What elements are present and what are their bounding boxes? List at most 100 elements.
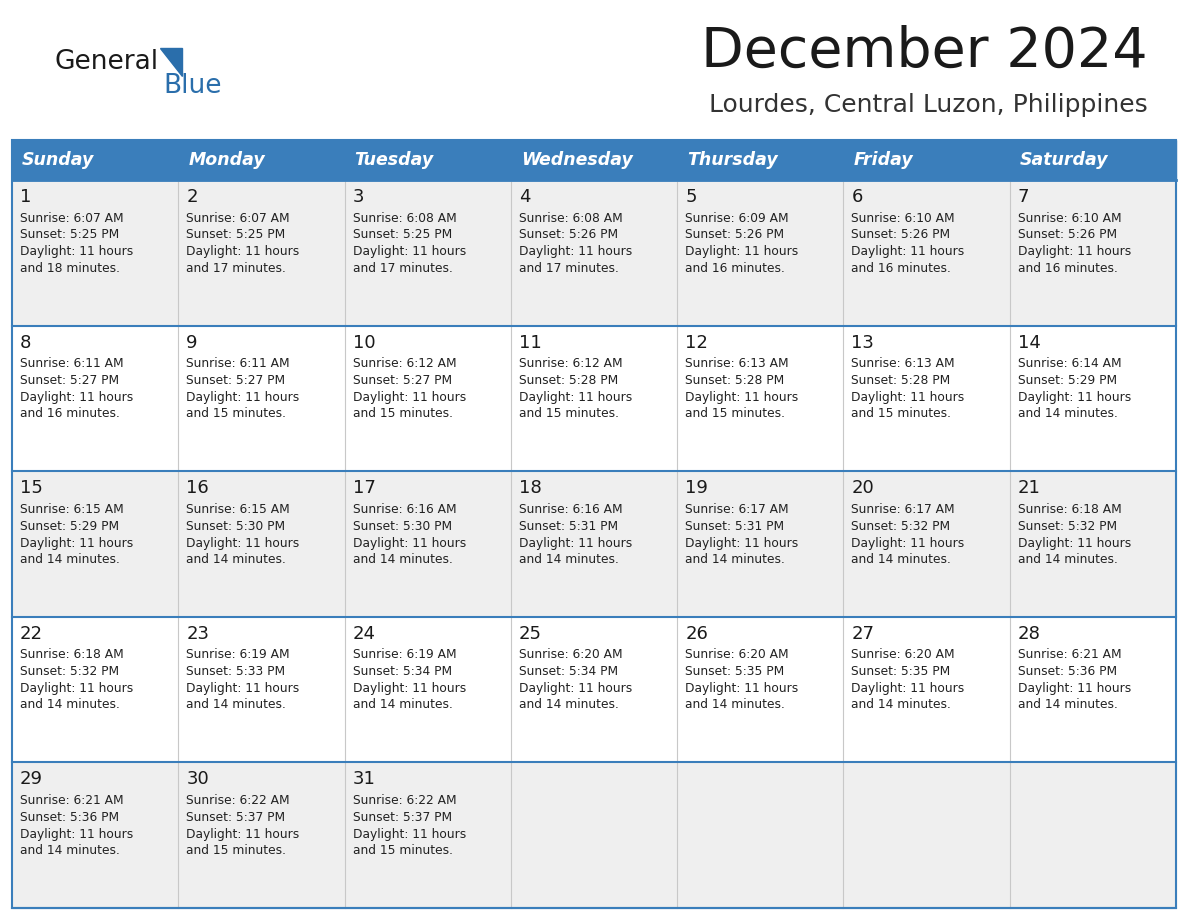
Text: Sunrise: 6:09 AM: Sunrise: 6:09 AM bbox=[685, 211, 789, 225]
Text: Sunset: 5:30 PM: Sunset: 5:30 PM bbox=[187, 520, 285, 532]
Text: and 14 minutes.: and 14 minutes. bbox=[852, 553, 952, 565]
Text: Daylight: 11 hours: Daylight: 11 hours bbox=[852, 682, 965, 695]
Text: 23: 23 bbox=[187, 625, 209, 643]
Text: Sunrise: 6:08 AM: Sunrise: 6:08 AM bbox=[519, 211, 623, 225]
Text: Sunset: 5:28 PM: Sunset: 5:28 PM bbox=[852, 375, 950, 387]
Text: Daylight: 11 hours: Daylight: 11 hours bbox=[852, 245, 965, 259]
Text: Sunset: 5:31 PM: Sunset: 5:31 PM bbox=[685, 520, 784, 532]
Text: and 14 minutes.: and 14 minutes. bbox=[353, 699, 453, 711]
Text: and 17 minutes.: and 17 minutes. bbox=[187, 262, 286, 274]
Text: Sunset: 5:26 PM: Sunset: 5:26 PM bbox=[685, 229, 784, 241]
Text: Daylight: 11 hours: Daylight: 11 hours bbox=[353, 828, 466, 841]
Text: and 17 minutes.: and 17 minutes. bbox=[519, 262, 619, 274]
Text: Sunset: 5:37 PM: Sunset: 5:37 PM bbox=[187, 811, 285, 823]
Text: 3: 3 bbox=[353, 188, 364, 206]
Text: 16: 16 bbox=[187, 479, 209, 498]
Text: Sunset: 5:25 PM: Sunset: 5:25 PM bbox=[187, 229, 285, 241]
Text: Daylight: 11 hours: Daylight: 11 hours bbox=[20, 245, 133, 259]
Text: and 15 minutes.: and 15 minutes. bbox=[187, 407, 286, 420]
Text: 5: 5 bbox=[685, 188, 696, 206]
Bar bbox=[12, 140, 1176, 180]
Text: 15: 15 bbox=[20, 479, 43, 498]
Text: 25: 25 bbox=[519, 625, 542, 643]
Text: 12: 12 bbox=[685, 333, 708, 352]
Text: Sunrise: 6:13 AM: Sunrise: 6:13 AM bbox=[852, 357, 955, 370]
Text: Sunrise: 6:21 AM: Sunrise: 6:21 AM bbox=[20, 794, 124, 807]
Text: Sunset: 5:32 PM: Sunset: 5:32 PM bbox=[852, 520, 950, 532]
Text: Sunrise: 6:16 AM: Sunrise: 6:16 AM bbox=[353, 503, 456, 516]
Text: Saturday: Saturday bbox=[1019, 151, 1108, 169]
Bar bbox=[12, 471, 1176, 617]
Text: Sunday: Sunday bbox=[23, 151, 94, 169]
Text: Daylight: 11 hours: Daylight: 11 hours bbox=[852, 537, 965, 550]
Text: Sunset: 5:29 PM: Sunset: 5:29 PM bbox=[20, 520, 119, 532]
Text: and 15 minutes.: and 15 minutes. bbox=[353, 407, 453, 420]
Text: Tuesday: Tuesday bbox=[354, 151, 434, 169]
Text: and 14 minutes.: and 14 minutes. bbox=[187, 699, 286, 711]
Text: Daylight: 11 hours: Daylight: 11 hours bbox=[685, 537, 798, 550]
Text: Sunset: 5:34 PM: Sunset: 5:34 PM bbox=[353, 666, 451, 678]
Text: December 2024: December 2024 bbox=[701, 25, 1148, 79]
Text: Daylight: 11 hours: Daylight: 11 hours bbox=[20, 391, 133, 404]
Text: Monday: Monday bbox=[188, 151, 265, 169]
Text: General: General bbox=[55, 49, 159, 75]
Text: Daylight: 11 hours: Daylight: 11 hours bbox=[187, 537, 299, 550]
Text: Sunrise: 6:11 AM: Sunrise: 6:11 AM bbox=[187, 357, 290, 370]
Text: 18: 18 bbox=[519, 479, 542, 498]
Text: and 16 minutes.: and 16 minutes. bbox=[1018, 262, 1118, 274]
Text: Daylight: 11 hours: Daylight: 11 hours bbox=[20, 682, 133, 695]
Text: 9: 9 bbox=[187, 333, 197, 352]
Polygon shape bbox=[160, 48, 182, 76]
Text: Sunrise: 6:21 AM: Sunrise: 6:21 AM bbox=[1018, 648, 1121, 661]
Text: Daylight: 11 hours: Daylight: 11 hours bbox=[685, 245, 798, 259]
Text: Daylight: 11 hours: Daylight: 11 hours bbox=[519, 245, 632, 259]
Text: Sunrise: 6:08 AM: Sunrise: 6:08 AM bbox=[353, 211, 456, 225]
Text: 4: 4 bbox=[519, 188, 530, 206]
Text: Sunset: 5:27 PM: Sunset: 5:27 PM bbox=[20, 375, 119, 387]
Text: Sunset: 5:35 PM: Sunset: 5:35 PM bbox=[685, 666, 784, 678]
Text: Lourdes, Central Luzon, Philippines: Lourdes, Central Luzon, Philippines bbox=[709, 93, 1148, 117]
Text: 20: 20 bbox=[852, 479, 874, 498]
Text: Sunset: 5:25 PM: Sunset: 5:25 PM bbox=[353, 229, 451, 241]
Text: and 15 minutes.: and 15 minutes. bbox=[685, 407, 785, 420]
Text: Sunset: 5:26 PM: Sunset: 5:26 PM bbox=[852, 229, 950, 241]
Text: Wednesday: Wednesday bbox=[520, 151, 633, 169]
Text: 29: 29 bbox=[20, 770, 43, 789]
Text: Sunrise: 6:14 AM: Sunrise: 6:14 AM bbox=[1018, 357, 1121, 370]
Text: 21: 21 bbox=[1018, 479, 1041, 498]
Text: Thursday: Thursday bbox=[687, 151, 778, 169]
Text: Sunrise: 6:10 AM: Sunrise: 6:10 AM bbox=[852, 211, 955, 225]
Text: and 14 minutes.: and 14 minutes. bbox=[519, 553, 619, 565]
Text: Sunrise: 6:11 AM: Sunrise: 6:11 AM bbox=[20, 357, 124, 370]
Text: Sunrise: 6:17 AM: Sunrise: 6:17 AM bbox=[685, 503, 789, 516]
Text: and 16 minutes.: and 16 minutes. bbox=[852, 262, 952, 274]
Text: Sunset: 5:28 PM: Sunset: 5:28 PM bbox=[685, 375, 784, 387]
Text: Sunrise: 6:22 AM: Sunrise: 6:22 AM bbox=[353, 794, 456, 807]
Text: 2: 2 bbox=[187, 188, 197, 206]
Text: Sunset: 5:31 PM: Sunset: 5:31 PM bbox=[519, 520, 618, 532]
Text: Sunrise: 6:20 AM: Sunrise: 6:20 AM bbox=[685, 648, 789, 661]
Text: 26: 26 bbox=[685, 625, 708, 643]
Text: and 14 minutes.: and 14 minutes. bbox=[187, 553, 286, 565]
Text: and 17 minutes.: and 17 minutes. bbox=[353, 262, 453, 274]
Text: Sunset: 5:33 PM: Sunset: 5:33 PM bbox=[187, 666, 285, 678]
Text: 10: 10 bbox=[353, 333, 375, 352]
Text: Sunset: 5:25 PM: Sunset: 5:25 PM bbox=[20, 229, 119, 241]
Text: 11: 11 bbox=[519, 333, 542, 352]
Text: Sunrise: 6:22 AM: Sunrise: 6:22 AM bbox=[187, 794, 290, 807]
Text: Sunset: 5:28 PM: Sunset: 5:28 PM bbox=[519, 375, 618, 387]
Text: Daylight: 11 hours: Daylight: 11 hours bbox=[187, 245, 299, 259]
Text: Blue: Blue bbox=[163, 73, 221, 99]
Text: Sunrise: 6:20 AM: Sunrise: 6:20 AM bbox=[519, 648, 623, 661]
Text: 28: 28 bbox=[1018, 625, 1041, 643]
Text: and 15 minutes.: and 15 minutes. bbox=[852, 407, 952, 420]
Text: and 14 minutes.: and 14 minutes. bbox=[1018, 699, 1118, 711]
Text: and 14 minutes.: and 14 minutes. bbox=[1018, 553, 1118, 565]
Text: Sunrise: 6:13 AM: Sunrise: 6:13 AM bbox=[685, 357, 789, 370]
Text: Sunset: 5:29 PM: Sunset: 5:29 PM bbox=[1018, 375, 1117, 387]
Text: Sunrise: 6:18 AM: Sunrise: 6:18 AM bbox=[1018, 503, 1121, 516]
Text: Sunset: 5:36 PM: Sunset: 5:36 PM bbox=[20, 811, 119, 823]
Text: Daylight: 11 hours: Daylight: 11 hours bbox=[685, 682, 798, 695]
Text: Sunset: 5:30 PM: Sunset: 5:30 PM bbox=[353, 520, 451, 532]
Text: and 16 minutes.: and 16 minutes. bbox=[685, 262, 785, 274]
